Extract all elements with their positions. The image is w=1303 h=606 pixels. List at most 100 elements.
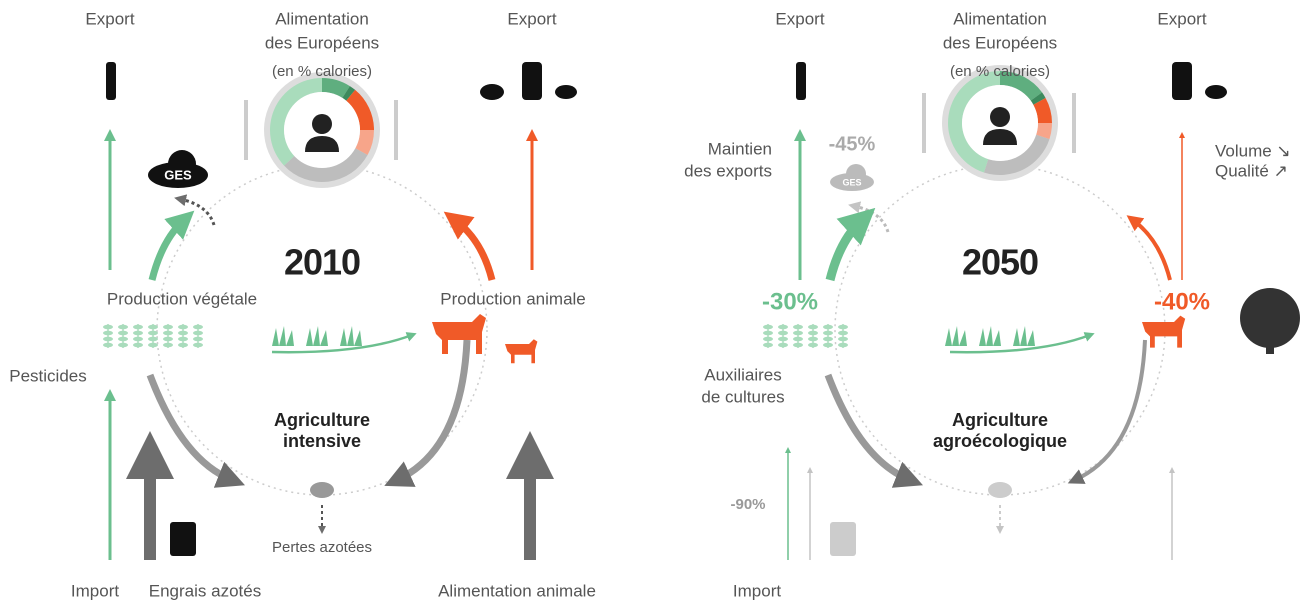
crop-icon bbox=[823, 342, 833, 348]
crop-icon bbox=[148, 330, 158, 336]
diet-segment bbox=[346, 89, 374, 130]
animal-icon bbox=[505, 339, 538, 364]
year: 2010 bbox=[284, 242, 360, 283]
auxiliaries-label: Auxiliaires bbox=[704, 365, 781, 384]
animal-to-ges bbox=[1126, 215, 1172, 281]
crop-icon bbox=[838, 330, 848, 336]
tree-icon bbox=[1266, 330, 1274, 354]
crop-icon bbox=[193, 324, 203, 330]
production-change: -40% bbox=[1154, 288, 1210, 315]
diet-segment bbox=[1030, 92, 1046, 105]
export-label: Export bbox=[1157, 9, 1206, 28]
diet-segment bbox=[1036, 123, 1052, 140]
tree-icon bbox=[1240, 288, 1300, 348]
animal-to-ges bbox=[443, 211, 496, 281]
manure-icon bbox=[310, 482, 334, 498]
year: 2050 bbox=[962, 242, 1038, 283]
crop-icon bbox=[103, 324, 113, 330]
crop-icon bbox=[778, 342, 788, 348]
crop-icon bbox=[823, 336, 833, 342]
exports-note: Maintien bbox=[708, 139, 772, 158]
crop-icon bbox=[793, 336, 803, 342]
crop-icon bbox=[823, 330, 833, 336]
milk-icon bbox=[1172, 62, 1192, 100]
crop-icon bbox=[133, 342, 143, 348]
crop-icon bbox=[778, 330, 788, 336]
crop-icon bbox=[133, 330, 143, 336]
bottle-icon bbox=[106, 62, 116, 100]
grass-to-animal bbox=[949, 332, 1095, 354]
crop-icon bbox=[148, 324, 158, 330]
crop-icon bbox=[808, 330, 818, 336]
milk-icon bbox=[522, 62, 542, 100]
grass-icon bbox=[340, 326, 362, 346]
feed-label: Alimentation animale bbox=[438, 581, 596, 600]
crop-icon bbox=[193, 330, 203, 336]
grass-icon bbox=[1013, 326, 1035, 346]
crop-icon bbox=[823, 324, 833, 330]
crop-icon bbox=[148, 336, 158, 342]
export-label: Export bbox=[775, 9, 824, 28]
cheese-icon bbox=[555, 85, 577, 99]
production-change: -30% bbox=[762, 288, 818, 315]
agriculture-type: agroécologique bbox=[933, 431, 1067, 451]
animal-icon bbox=[1142, 315, 1186, 348]
diet-unit: (en % calories) bbox=[950, 63, 1050, 80]
pesticides-label: Pesticides bbox=[9, 366, 86, 385]
diet-title: Alimentation bbox=[275, 9, 369, 28]
animal-to-losses bbox=[1067, 339, 1147, 484]
volume-note: Volume ↘ bbox=[1215, 141, 1291, 160]
diet-segment bbox=[270, 78, 322, 166]
diet-title: des Européens bbox=[943, 33, 1057, 52]
person-icon bbox=[990, 107, 1010, 127]
grass-to-animal bbox=[271, 332, 417, 354]
losses-label: Pertes azotées bbox=[272, 539, 372, 556]
crop-icon bbox=[193, 342, 203, 348]
crop-icon bbox=[763, 330, 773, 336]
crop-icon bbox=[178, 336, 188, 342]
crop-icon bbox=[163, 342, 173, 348]
person-icon bbox=[312, 114, 332, 134]
crop-icon bbox=[103, 330, 113, 336]
crop-icon bbox=[763, 336, 773, 342]
grass-icon bbox=[979, 326, 1001, 346]
crop-icon bbox=[763, 324, 773, 330]
ges-cloud bbox=[168, 150, 196, 178]
export-label: Export bbox=[85, 9, 134, 28]
import-label: Import bbox=[71, 581, 119, 600]
ges-arrow bbox=[848, 201, 890, 233]
crop-icon bbox=[103, 342, 113, 348]
diet-segment bbox=[284, 148, 368, 183]
crop-icon bbox=[808, 336, 818, 342]
agriculture-type: Agriculture bbox=[274, 410, 370, 430]
knife-icon bbox=[394, 100, 398, 160]
diet-segment bbox=[1033, 97, 1052, 123]
knife-icon bbox=[1072, 93, 1076, 153]
person-icon bbox=[305, 136, 339, 152]
crop-icon bbox=[793, 324, 803, 330]
crop-icon bbox=[118, 336, 128, 342]
crop-icon bbox=[103, 336, 113, 342]
diet-segment bbox=[342, 86, 356, 101]
meat-icon bbox=[480, 84, 504, 100]
grass-icon bbox=[945, 326, 967, 346]
plant-to-ges bbox=[825, 207, 876, 282]
volume-note: Qualité ↗ bbox=[1215, 161, 1288, 180]
fertilizer-bag bbox=[830, 522, 856, 556]
animal-to-losses bbox=[384, 339, 471, 487]
crop-icon bbox=[163, 330, 173, 336]
crop-icon bbox=[163, 336, 173, 342]
production-label: Production végétale bbox=[107, 289, 257, 308]
diet-segment bbox=[1000, 71, 1043, 101]
animal-icon bbox=[432, 314, 486, 354]
ges-label: GES bbox=[164, 167, 192, 182]
plant-to-losses bbox=[146, 373, 245, 488]
grass-icon bbox=[306, 326, 328, 346]
crop-icon bbox=[838, 336, 848, 342]
grass-icon bbox=[272, 326, 294, 346]
crop-icon bbox=[178, 324, 188, 330]
manure-icon bbox=[988, 482, 1012, 498]
crop-icon bbox=[808, 342, 818, 348]
crop-icon bbox=[778, 324, 788, 330]
